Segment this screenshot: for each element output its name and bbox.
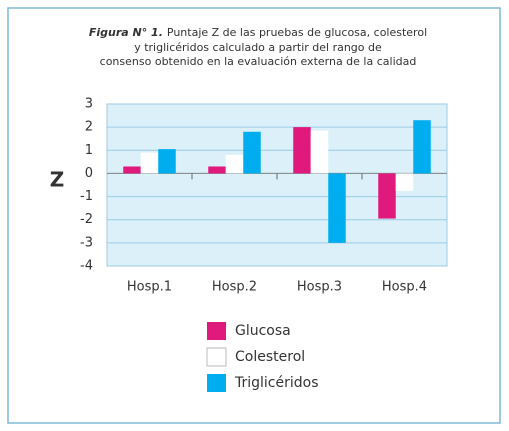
title-prefix: Figura N° 1. bbox=[89, 26, 163, 39]
title-line: consenso obtenido en la evaluación exter… bbox=[100, 55, 417, 68]
x-tick-label: Hosp.2 bbox=[212, 280, 257, 295]
bar bbox=[310, 130, 329, 174]
legend-swatch bbox=[207, 374, 226, 392]
legend-label: Glucosa bbox=[235, 323, 291, 339]
legend-swatch bbox=[206, 347, 227, 367]
y-tick-label: 0 bbox=[85, 166, 93, 181]
legend-swatch bbox=[207, 322, 226, 340]
title-line: y triglicéridos calculado a partir del r… bbox=[134, 41, 382, 54]
bar bbox=[123, 166, 141, 174]
y-tick-label: 3 bbox=[85, 97, 93, 112]
x-tick-label: Hosp.1 bbox=[127, 280, 172, 295]
y-tick-label: 1 bbox=[85, 143, 93, 158]
legend-label: Triglicéridos bbox=[234, 375, 319, 391]
bar bbox=[328, 173, 346, 243]
y-axis-label: Z bbox=[50, 168, 65, 192]
bar bbox=[293, 127, 311, 174]
y-tick-label: -4 bbox=[80, 259, 93, 274]
bar bbox=[208, 166, 226, 174]
bar bbox=[158, 149, 176, 174]
bar bbox=[243, 131, 261, 174]
y-tick-label: 2 bbox=[85, 120, 93, 135]
chart-title: Figura N° 1. Puntaje Z de las pruebas de … bbox=[89, 26, 427, 39]
y-tick-label: -2 bbox=[80, 212, 93, 227]
bar bbox=[413, 120, 431, 174]
bar bbox=[378, 173, 396, 219]
bar bbox=[225, 154, 244, 174]
x-tick-label: Hosp.4 bbox=[382, 280, 427, 295]
y-tick-label: -1 bbox=[80, 189, 93, 204]
legend-label: Colesterol bbox=[235, 349, 305, 365]
y-tick-label: -3 bbox=[80, 235, 93, 250]
x-tick-label: Hosp.3 bbox=[297, 280, 342, 295]
bar bbox=[395, 173, 414, 191]
title-line: Puntaje Z de las pruebas de glucosa, col… bbox=[167, 26, 427, 39]
bar bbox=[140, 152, 159, 174]
